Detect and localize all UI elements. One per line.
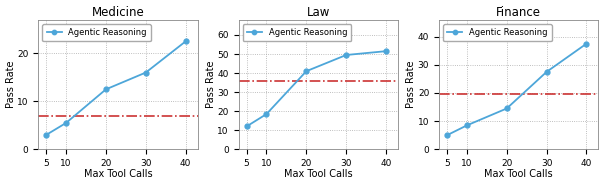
Agentic Reasoning [503, 107, 510, 110]
Y-axis label: Pass Rate: Pass Rate [206, 61, 216, 108]
Agentic Reasoning [102, 88, 109, 90]
Agentic Reasoning [382, 50, 390, 52]
Agentic Reasoning [42, 134, 50, 136]
Agentic Reasoning [243, 125, 250, 128]
Legend: Agentic Reasoning: Agentic Reasoning [243, 24, 352, 41]
Agentic Reasoning [342, 54, 350, 56]
Agentic Reasoning [303, 70, 310, 72]
Y-axis label: Pass Rate: Pass Rate [406, 61, 416, 108]
Agentic Reasoning [263, 113, 270, 115]
Agentic Reasoning [543, 71, 550, 73]
Line: Agentic Reasoning: Agentic Reasoning [244, 49, 388, 129]
Legend: Agentic Reasoning: Agentic Reasoning [42, 24, 151, 41]
Title: Law: Law [307, 6, 330, 18]
Agentic Reasoning [443, 134, 451, 136]
Agentic Reasoning [182, 40, 189, 42]
Agentic Reasoning [463, 124, 471, 127]
Title: Finance: Finance [496, 6, 541, 18]
Agentic Reasoning [583, 43, 590, 45]
Title: Medicine: Medicine [92, 6, 144, 18]
Agentic Reasoning [62, 122, 69, 124]
Agentic Reasoning [142, 71, 149, 74]
X-axis label: Max Tool Calls: Max Tool Calls [484, 169, 553, 179]
Legend: Agentic Reasoning: Agentic Reasoning [443, 24, 551, 41]
Y-axis label: Pass Rate: Pass Rate [5, 61, 16, 108]
Line: Agentic Reasoning: Agentic Reasoning [43, 39, 188, 137]
Line: Agentic Reasoning: Agentic Reasoning [445, 41, 589, 138]
X-axis label: Max Tool Calls: Max Tool Calls [83, 169, 152, 179]
X-axis label: Max Tool Calls: Max Tool Calls [284, 169, 353, 179]
